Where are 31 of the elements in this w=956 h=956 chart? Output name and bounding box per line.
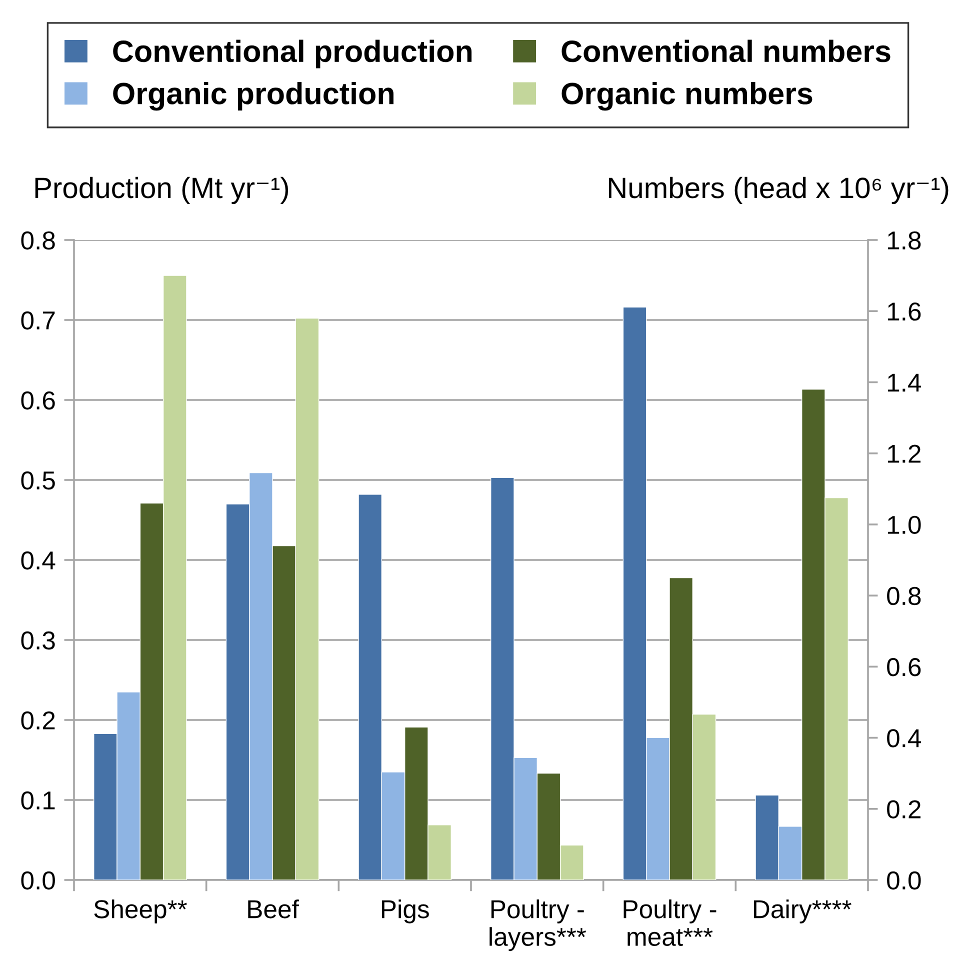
x-tick-label: Dairy**** bbox=[754, 899, 852, 924]
y-tick-label: 0.8 bbox=[21, 231, 55, 250]
x-tick-label: Poultry - layers*** bbox=[490, 899, 586, 952]
y-axis-title: Production (Mt yr⁻¹) bbox=[35, 176, 288, 204]
y2-tick-label: 1.6 bbox=[888, 302, 921, 321]
legend-label: Conventional numbers bbox=[562, 40, 890, 62]
legend-label: Organic production bbox=[113, 82, 394, 111]
y2-tick-label: 1.2 bbox=[888, 444, 920, 463]
x-tick-label: Poultry - meat*** bbox=[624, 899, 716, 946]
y-tick-label: 0.7 bbox=[21, 311, 55, 330]
x-tick-label: Beef bbox=[248, 899, 299, 918]
y2-tick-label: 0.8 bbox=[887, 586, 921, 606]
y-tick-label: 0.4 bbox=[21, 551, 56, 570]
y2-tick-label: 0.6 bbox=[887, 658, 921, 676]
y2-tick-label: 1.8 bbox=[888, 231, 921, 250]
y-tick-label: 0.5 bbox=[21, 471, 55, 490]
y2-tick-label: 1.4 bbox=[888, 374, 922, 392]
x-tick-label: Sheep** bbox=[94, 899, 187, 924]
y2-tick-label: 0.4 bbox=[887, 729, 922, 748]
x-tick-label: Pigs bbox=[382, 899, 429, 924]
y2-tick-label: 0.2 bbox=[887, 800, 920, 818]
y-tick-label: 0.0 bbox=[21, 871, 55, 890]
legend-label: Organic numbers bbox=[562, 82, 812, 111]
y-tick-label: 0.3 bbox=[21, 631, 55, 650]
y2-tick-label: 0.0 bbox=[887, 871, 921, 890]
y2-tick-label: 1.0 bbox=[888, 516, 921, 534]
y-tick-label: 0.6 bbox=[21, 391, 55, 410]
y-tick-label: 0.2 bbox=[21, 711, 55, 730]
legend-label: Conventional production bbox=[113, 40, 472, 68]
y2-axis-title: Numbers (head x 10⁶ yr⁻¹) bbox=[608, 176, 948, 204]
y-tick-label: 0.1 bbox=[21, 791, 55, 810]
